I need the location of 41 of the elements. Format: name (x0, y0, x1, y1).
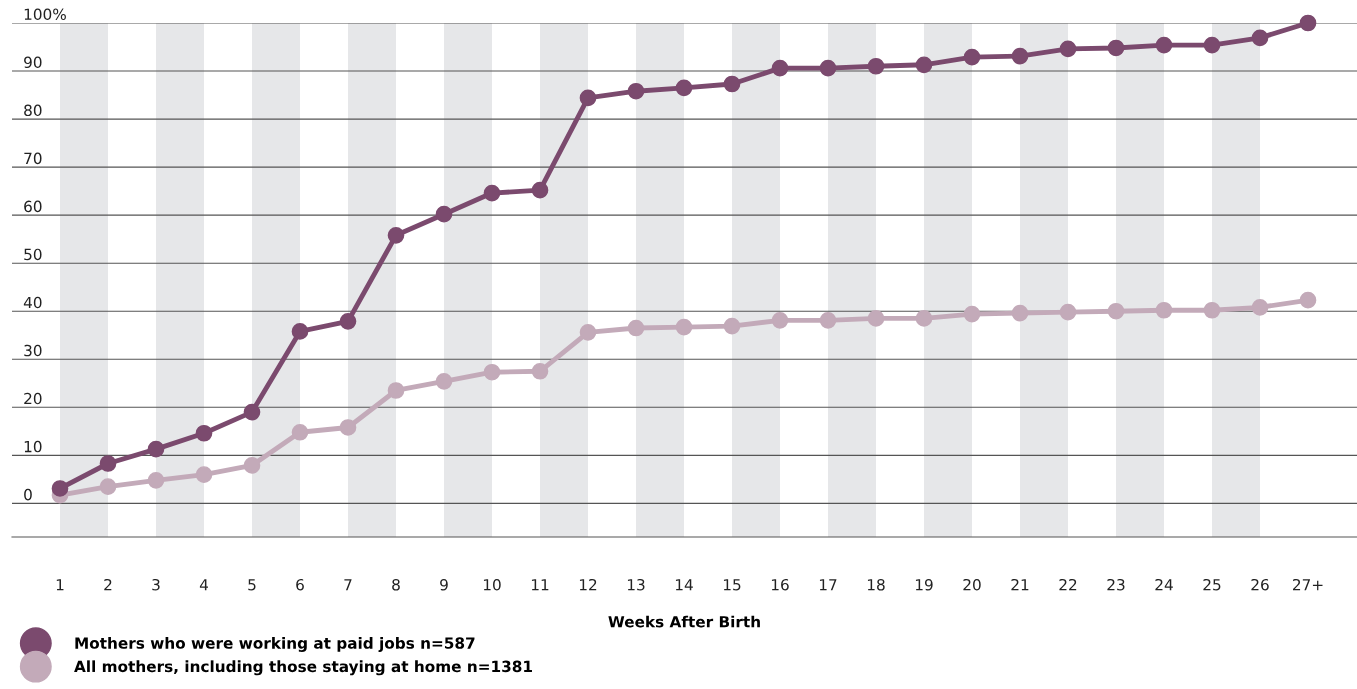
y-tick-label: 20 (24, 392, 42, 405)
y-tick-label: 60 (24, 200, 42, 213)
y-tick-label: 10 (24, 440, 42, 453)
x-tick-label: 27+ (1293, 578, 1323, 591)
y-tick-label: 90 (24, 56, 42, 69)
x-tick-label: 22 (1059, 578, 1077, 591)
x-tick-label: 10 (483, 578, 501, 591)
legend-label: Mothers who were working at paid jobs n=587 (75, 637, 475, 652)
x-tick-label: 14 (675, 579, 693, 591)
y-tick-label: 100% (24, 8, 66, 21)
x-tick-label: 5 (248, 579, 256, 591)
x-tick-label: 6 (296, 578, 304, 591)
x-tick-label: 8 (392, 578, 400, 591)
x-axis-title: Weeks After Birth (608, 615, 760, 628)
x-tick-label: 11 (531, 579, 549, 591)
y-tick-label: 0 (24, 488, 32, 501)
x-tick-label: 9 (440, 578, 448, 591)
y-tick-label: 80 (24, 104, 42, 117)
x-tick-label: 23 (1107, 578, 1125, 591)
x-tick-label: 21 (1011, 578, 1029, 591)
x-tick-label: 20 (963, 578, 981, 591)
x-tick-label: 19 (915, 578, 933, 591)
y-tick-label: 50 (24, 248, 42, 261)
y-tick-label: 30 (24, 344, 42, 357)
x-tick-label: 26 (1251, 578, 1269, 591)
x-tick-label: 4 (199, 579, 208, 591)
x-tick-label: 3 (152, 578, 160, 591)
x-tick-label: 16 (771, 578, 789, 591)
legend-label: All mothers, including those staying at home n=1381 (74, 660, 532, 676)
y-tick-label: 70 (24, 152, 42, 165)
x-tick-label: 2 (104, 578, 112, 591)
x-tick-label: 12 (579, 578, 597, 591)
x-tick-label: 13 (627, 578, 645, 591)
y-tick-label: 40 (23, 296, 42, 309)
x-tick-label: 24 (1155, 578, 1173, 591)
x-tick-label: 18 (867, 578, 885, 591)
x-tick-label: 7 (344, 579, 352, 591)
x-tick-label: 25 (1203, 578, 1221, 591)
x-tick-label: 1 (56, 579, 64, 591)
x-tick-label: 15 (723, 579, 741, 591)
x-tick-label: 17 (819, 579, 837, 591)
